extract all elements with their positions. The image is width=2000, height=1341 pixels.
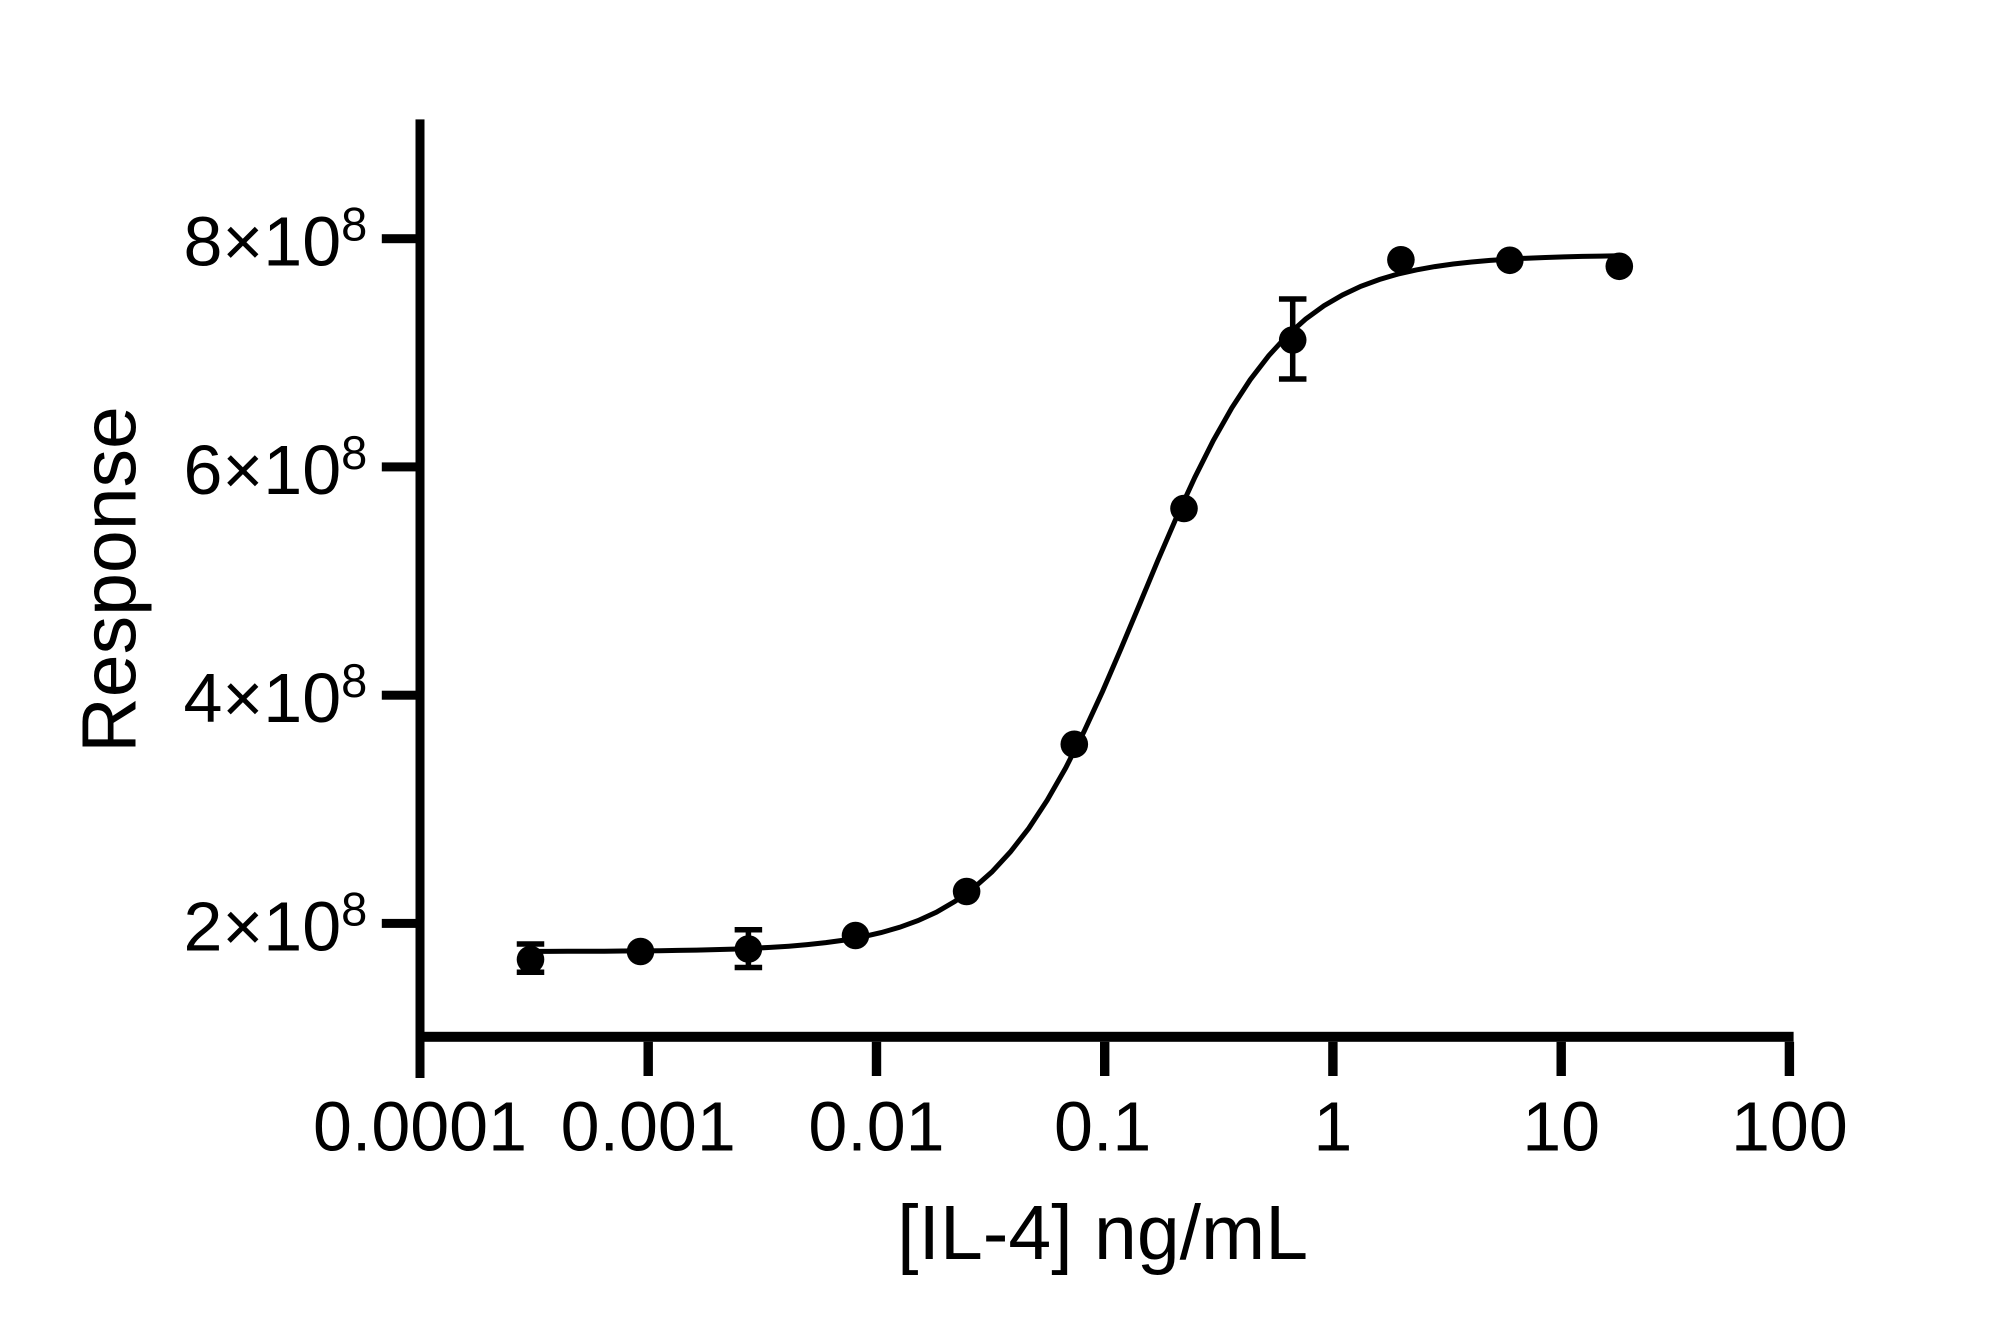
svg-text:100: 100 [1731, 1088, 1848, 1166]
svg-text:1: 1 [1313, 1088, 1352, 1166]
svg-text:0.0001: 0.0001 [313, 1088, 527, 1166]
svg-text:2×108: 2×108 [184, 882, 368, 965]
svg-text:6×108: 6×108 [184, 426, 368, 509]
svg-text:0.001: 0.001 [561, 1088, 736, 1166]
svg-text:Response: Response [67, 406, 153, 753]
svg-text:4×108: 4×108 [184, 654, 368, 737]
svg-text:0.1: 0.1 [1054, 1088, 1151, 1166]
svg-text:[IL-4] ng/mL: [IL-4] ng/mL [897, 1190, 1308, 1276]
svg-text:0.01: 0.01 [808, 1088, 944, 1166]
svg-text:10: 10 [1522, 1088, 1600, 1166]
svg-text:8×108: 8×108 [184, 198, 368, 281]
